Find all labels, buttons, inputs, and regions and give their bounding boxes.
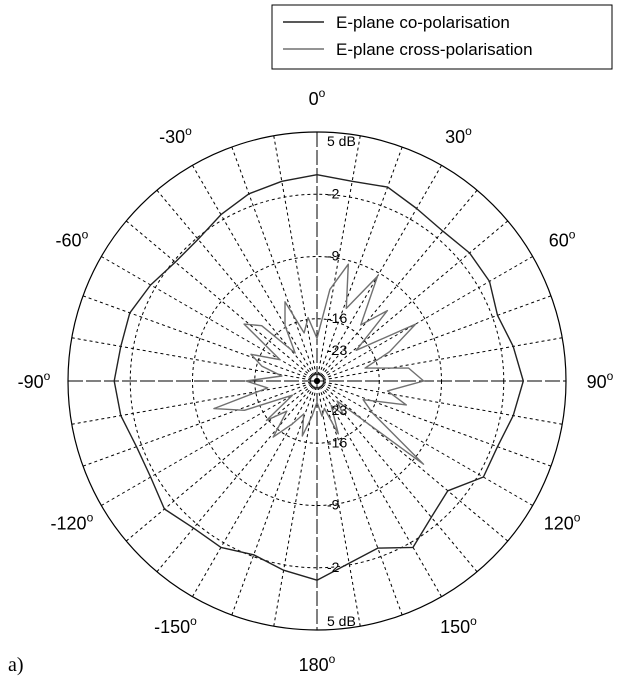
legend: E-plane co-polarisation E-plane cross-po… bbox=[271, 4, 613, 70]
angle-label: 60o bbox=[549, 228, 576, 251]
angle-label: -90o bbox=[18, 369, 51, 392]
radial-tick-label: -23 bbox=[327, 342, 347, 358]
plot-area bbox=[113, 174, 524, 581]
legend-label-co: E-plane co-polarisation bbox=[336, 13, 510, 32]
angle-label: -120o bbox=[51, 511, 94, 534]
radial-tick-label: -2 bbox=[327, 185, 340, 201]
radial-tick-label: -16 bbox=[327, 434, 347, 450]
legend-box bbox=[271, 4, 613, 70]
polar-grid bbox=[67, 131, 567, 631]
angle-label: -30o bbox=[159, 124, 192, 147]
radial-tick-label: 5 dB bbox=[327, 133, 356, 149]
panel-label: a) bbox=[8, 654, 24, 676]
series-line-cross bbox=[213, 263, 425, 465]
radial-tick-label: -2 bbox=[327, 559, 340, 575]
series-line-co bbox=[113, 174, 524, 581]
angle-label: 0o bbox=[309, 86, 326, 109]
angle-label: 120o bbox=[544, 511, 581, 534]
angle-label: -60o bbox=[56, 228, 89, 251]
radial-tick-label: 5 dB bbox=[327, 613, 356, 629]
angle-label: -150o bbox=[154, 614, 197, 637]
angle-label: 180o bbox=[299, 652, 336, 675]
angle-label: 30o bbox=[445, 124, 472, 147]
angle-label: 150o bbox=[440, 614, 477, 637]
radial-tick-label: -23 bbox=[327, 402, 347, 418]
radial-tick-label: -9 bbox=[327, 248, 340, 264]
angle-label: 90o bbox=[587, 369, 614, 392]
radial-tick-label: -16 bbox=[327, 310, 347, 326]
radial-tick-label: -9 bbox=[327, 497, 340, 513]
legend-label-cross: E-plane cross-polarisation bbox=[336, 40, 533, 59]
